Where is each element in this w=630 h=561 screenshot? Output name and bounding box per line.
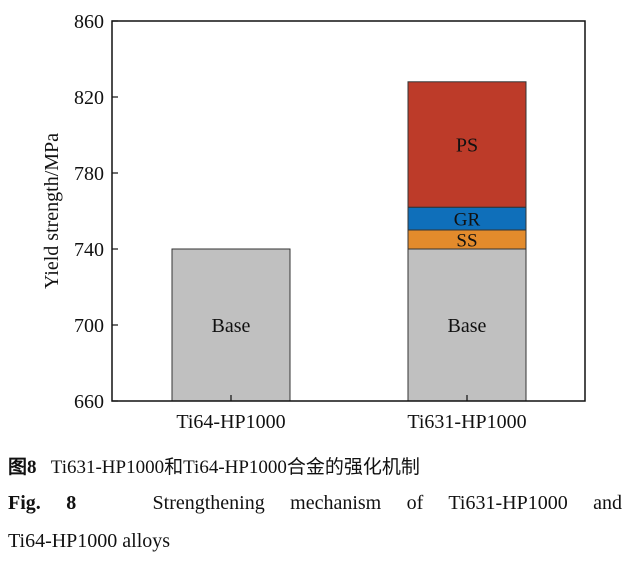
caption-en-label: Fig. 8 xyxy=(8,492,77,514)
bar-segment-base xyxy=(171,248,291,402)
caption-chinese: 图8 Ti631-HP1000和Ti64-HP1000合金的强化机制 xyxy=(8,452,420,479)
segment-label: SS xyxy=(456,231,477,252)
y-tick-label: 740 xyxy=(74,239,104,261)
plot-frame xyxy=(111,20,586,402)
bar-segment-base xyxy=(407,248,527,402)
y-tick-label: 860 xyxy=(74,11,104,33)
caption-english-line2: Ti64-HP1000 alloys xyxy=(8,530,171,552)
segment-label: Base xyxy=(212,315,251,337)
y-tick-label: 660 xyxy=(74,391,104,413)
segment-label: GR xyxy=(454,210,481,231)
y-tick-label: 820 xyxy=(74,87,104,109)
segment-label: Base xyxy=(448,315,487,337)
caption-zh-text: Ti631-HP1000和Ti64-HP1000合金的强化机制 xyxy=(50,457,420,478)
caption-en-text: Strengthening mechanism of Ti631-HP1000 … xyxy=(152,492,623,514)
caption-zh-label: 图8 xyxy=(8,457,37,478)
y-tick-label: 700 xyxy=(74,315,104,337)
bar-segment-ps xyxy=(407,81,527,208)
x-tick-label: Ti631-HP1000 xyxy=(407,411,526,433)
x-tick-label: Ti64-HP1000 xyxy=(176,411,285,433)
y-axis-label: Yield strength/MPa xyxy=(41,133,63,289)
segment-label: PS xyxy=(456,135,478,157)
caption-english-line1: Fig. 8 Strengthening mechanism of Ti631-… xyxy=(8,492,622,515)
y-tick-label: 780 xyxy=(74,163,104,185)
